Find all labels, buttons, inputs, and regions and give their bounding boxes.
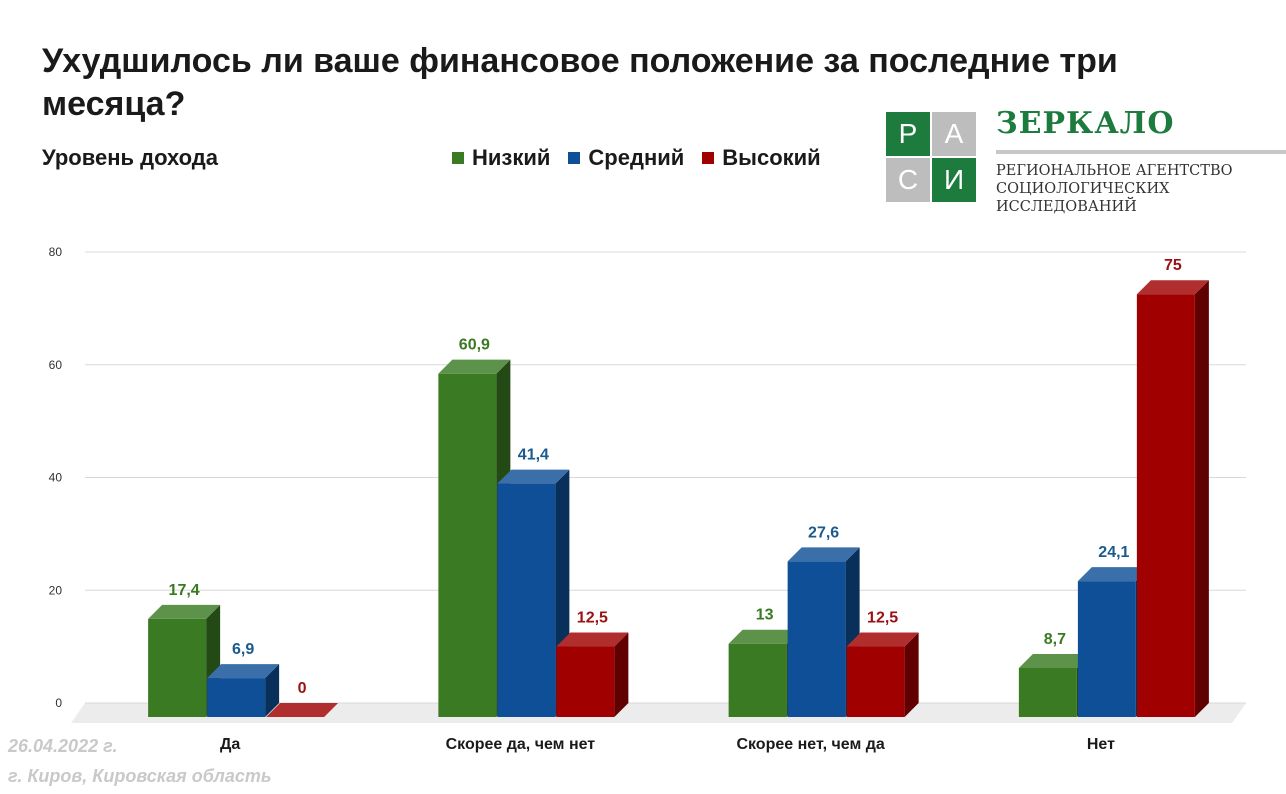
y-tick-label: 20 xyxy=(49,583,63,597)
legend-swatch-medium xyxy=(568,152,581,164)
bar-side xyxy=(1194,280,1209,717)
bar-side xyxy=(614,632,629,717)
x-category-label: Да xyxy=(220,736,240,753)
data-label: 8,7 xyxy=(1044,631,1066,648)
data-label: 6,9 xyxy=(232,641,254,658)
bar xyxy=(787,561,846,717)
agency-line-1: РЕГИОНАЛЬНОЕ АГЕНТСТВО xyxy=(996,163,1233,179)
data-label: 24,1 xyxy=(1098,544,1129,561)
logo-letter-i: И xyxy=(932,158,976,202)
bar-top xyxy=(207,664,280,679)
chart-title: Ухудшилось ли ваше финансовое положение … xyxy=(42,42,1118,123)
data-label: 0 xyxy=(298,680,307,697)
bar-top xyxy=(1018,653,1091,668)
y-tick-label: 40 xyxy=(49,471,63,485)
bar-top xyxy=(438,359,511,374)
bar xyxy=(1077,581,1136,717)
y-tick-label: 60 xyxy=(49,358,63,372)
legend-swatch-low xyxy=(452,152,464,164)
legend-item-low: Низкий xyxy=(452,145,550,171)
legend: Низкий Средний Высокий xyxy=(452,145,821,171)
bar-top xyxy=(497,469,570,484)
bar xyxy=(438,373,497,717)
brand-name: ЗЕРКАЛО xyxy=(996,106,1175,141)
bar-top xyxy=(846,632,919,647)
data-label: 41,4 xyxy=(518,447,549,464)
legend-label-high: Высокий xyxy=(722,145,821,170)
legend-swatch-high xyxy=(702,152,715,164)
legend-item-medium: Средний xyxy=(568,145,684,171)
data-label: 12,5 xyxy=(577,610,608,627)
legend-item-high: Высокий xyxy=(702,145,821,171)
x-category-label: Скорее да, чем нет xyxy=(446,736,596,753)
bar-side xyxy=(265,664,280,717)
bar-top xyxy=(1136,280,1209,295)
x-category-label: Нет xyxy=(1087,736,1115,753)
legend-title: Уровень дохода xyxy=(42,145,219,170)
data-label: 17,4 xyxy=(169,582,200,599)
bar xyxy=(497,483,556,717)
agency-line-3: ИССЛЕДОВАНИЙ xyxy=(996,199,1137,215)
bar-top xyxy=(266,703,339,717)
brand-divider xyxy=(996,150,1286,154)
bar xyxy=(1018,667,1077,717)
bar xyxy=(207,678,266,717)
x-category-label: Скорее нет, чем да xyxy=(736,736,884,753)
logo-letter-r: Р xyxy=(886,112,930,156)
logo-letter-s: С xyxy=(886,158,930,202)
logo: Р А С И ЗЕРКАЛО РЕГИОНАЛЬНОЕ АГЕНТСТВО С… xyxy=(886,106,1286,216)
bar-top xyxy=(556,632,629,647)
legend-label-medium: Средний xyxy=(588,145,685,170)
bar-top xyxy=(1077,567,1150,582)
data-label: 75 xyxy=(1164,257,1182,274)
bar xyxy=(556,646,615,717)
bar xyxy=(148,618,207,717)
data-label: 27,6 xyxy=(808,524,839,541)
footer-place: г. Киров, Кировская область xyxy=(8,766,272,786)
bar xyxy=(728,643,787,717)
data-label: 13 xyxy=(756,607,774,624)
bar xyxy=(846,646,905,717)
y-tick-label: 80 xyxy=(49,245,63,259)
bar-top xyxy=(728,629,801,644)
bar-top xyxy=(787,547,860,562)
bar-top xyxy=(148,604,221,619)
y-tick-label: 0 xyxy=(55,696,62,710)
agency-line-2: СОЦИОЛОГИЧЕСКИХ xyxy=(996,181,1170,197)
chart-floor xyxy=(71,703,1246,723)
bar-side xyxy=(904,632,919,717)
agency-name: РЕГИОНАЛЬНОЕ АГЕНТСТВО СОЦИОЛОГИЧЕСКИХ И… xyxy=(996,162,1286,216)
data-label: 60,9 xyxy=(459,337,490,354)
footer-date: 26.04.2022 г. xyxy=(8,736,118,756)
logo-letter-a: А xyxy=(932,112,976,156)
data-label: 12,5 xyxy=(867,610,898,627)
legend-label-low: Низкий xyxy=(472,145,551,170)
bar xyxy=(1136,294,1195,717)
